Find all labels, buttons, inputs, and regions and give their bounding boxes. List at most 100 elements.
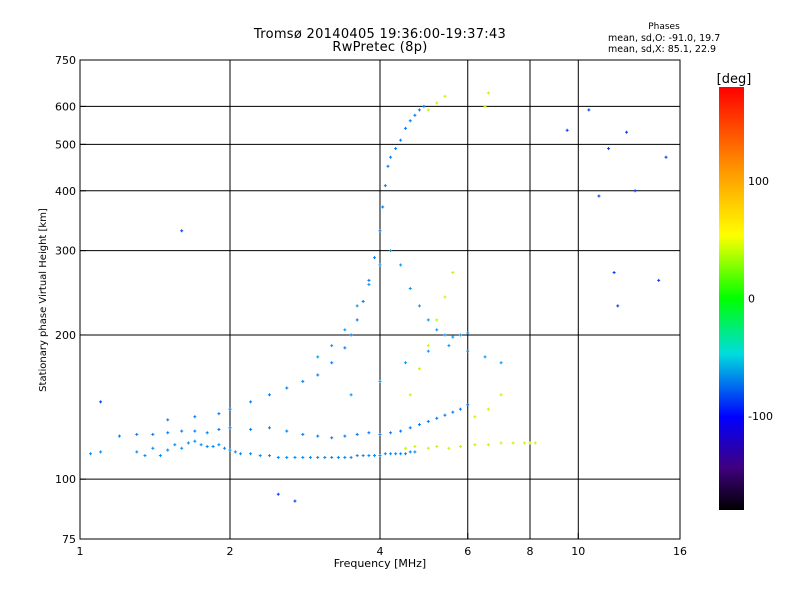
data-point-cross bbox=[634, 189, 636, 193]
data-point-cross bbox=[436, 328, 438, 332]
data-point-cross bbox=[317, 455, 319, 459]
data-point-cross bbox=[167, 431, 169, 435]
data-point-cross bbox=[467, 403, 469, 407]
data-point-cross bbox=[427, 446, 429, 450]
data-point-cross bbox=[286, 429, 288, 433]
data-point-cross bbox=[212, 444, 214, 448]
data-point-cross bbox=[427, 344, 429, 348]
data-point-cross bbox=[356, 318, 358, 322]
x-tick-label: 6 bbox=[464, 545, 471, 558]
data-point-cross bbox=[286, 455, 288, 459]
data-point-cross bbox=[277, 492, 279, 496]
phase-stats-x: mean, sd,X: 85.1, 22.9 bbox=[608, 44, 717, 55]
data-point-cross bbox=[665, 155, 667, 159]
colorbar-tick-label: 0 bbox=[748, 293, 755, 306]
data-point-cross bbox=[337, 455, 339, 459]
data-point-cross bbox=[152, 432, 154, 436]
colorbar-label: [deg] bbox=[717, 72, 752, 87]
data-point-cross bbox=[400, 452, 402, 456]
data-point-cross bbox=[436, 318, 438, 322]
data-point-cross bbox=[324, 455, 326, 459]
data-point-cross bbox=[608, 147, 610, 151]
data-point-cross bbox=[350, 333, 352, 337]
data-point-cross bbox=[566, 128, 568, 132]
data-point-cross bbox=[390, 452, 392, 456]
phase-stats-heading: Phases bbox=[648, 22, 680, 32]
chart-title: Tromsø 20140405 19:36:00-19:37:43 bbox=[253, 27, 507, 42]
data-point-cross bbox=[90, 452, 92, 456]
data-point-cross bbox=[448, 344, 450, 348]
x-tick-label: 16 bbox=[673, 545, 687, 558]
data-point-cross bbox=[317, 355, 319, 359]
data-point-cross bbox=[404, 446, 406, 450]
data-point-cross bbox=[626, 130, 628, 134]
data-point-cross bbox=[144, 454, 146, 458]
grid-lines bbox=[80, 60, 680, 539]
data-point-cross bbox=[395, 452, 397, 456]
data-point-cross bbox=[409, 119, 411, 123]
colorbar bbox=[719, 87, 744, 510]
data-point-cross bbox=[382, 205, 384, 209]
data-point-cross bbox=[309, 455, 311, 459]
data-point-cross bbox=[404, 126, 406, 130]
data-point-cross bbox=[414, 450, 416, 454]
data-point-cross bbox=[423, 104, 425, 108]
data-point-cross bbox=[409, 450, 411, 454]
data-point-cross bbox=[159, 454, 161, 458]
y-tick-label: 400 bbox=[55, 185, 76, 198]
data-point-cross bbox=[218, 412, 220, 416]
data-point-cross bbox=[384, 184, 386, 188]
data-point-cross bbox=[409, 287, 411, 291]
data-point-cross bbox=[427, 318, 429, 322]
data-point-cross bbox=[444, 413, 446, 417]
data-point-cross bbox=[344, 346, 346, 350]
data-point-cross bbox=[374, 454, 376, 458]
data-point-cross bbox=[404, 361, 406, 365]
chart-subtitle: RwPretec (8p) bbox=[332, 40, 428, 55]
data-point-cross bbox=[344, 434, 346, 438]
data-point-cross bbox=[167, 418, 169, 422]
colorbar-ticks: 100 0 -100 bbox=[748, 175, 773, 423]
data-point-cross bbox=[331, 455, 333, 459]
data-point-cross bbox=[136, 432, 138, 436]
data-point-cross bbox=[395, 147, 397, 151]
data-point-cross bbox=[356, 432, 358, 436]
data-point-cross bbox=[194, 415, 196, 419]
x-tick-label: 10 bbox=[571, 545, 585, 558]
data-point-cross bbox=[613, 271, 615, 275]
data-point-cross bbox=[259, 454, 261, 458]
data-point-cross bbox=[487, 443, 489, 447]
x-tick-label: 1 bbox=[77, 545, 84, 558]
data-point-cross bbox=[487, 91, 489, 95]
data-point-cross bbox=[529, 441, 531, 445]
data-point-cross bbox=[362, 454, 364, 458]
data-point-cross bbox=[418, 423, 420, 427]
data-point-cross bbox=[350, 393, 352, 397]
y-tick-label: 500 bbox=[55, 138, 76, 151]
data-point-cross bbox=[427, 419, 429, 423]
data-point-cross bbox=[317, 373, 319, 377]
data-point-cross bbox=[418, 367, 420, 371]
data-point-cross bbox=[268, 454, 270, 458]
data-point-cross bbox=[302, 432, 304, 436]
data-point-cross bbox=[588, 108, 590, 112]
data-point-cross bbox=[362, 299, 364, 303]
data-point-cross bbox=[390, 249, 392, 253]
data-point-cross bbox=[152, 446, 154, 450]
data-point-cross bbox=[500, 361, 502, 365]
data-point-cross bbox=[658, 278, 660, 282]
data-point-cross bbox=[229, 448, 231, 452]
data-point-cross bbox=[218, 443, 220, 447]
data-point-cross bbox=[459, 444, 461, 448]
data-point-cross bbox=[194, 429, 196, 433]
data-point-cross bbox=[368, 431, 370, 435]
data-point-cross bbox=[118, 434, 120, 438]
data-point-cross bbox=[100, 400, 102, 404]
data-point-cross bbox=[368, 454, 370, 458]
data-point-cross bbox=[444, 94, 446, 98]
data-point-cross bbox=[500, 393, 502, 397]
data-point-cross bbox=[194, 439, 196, 443]
data-point-cross bbox=[356, 304, 358, 308]
y-tick-label: 200 bbox=[55, 329, 76, 342]
